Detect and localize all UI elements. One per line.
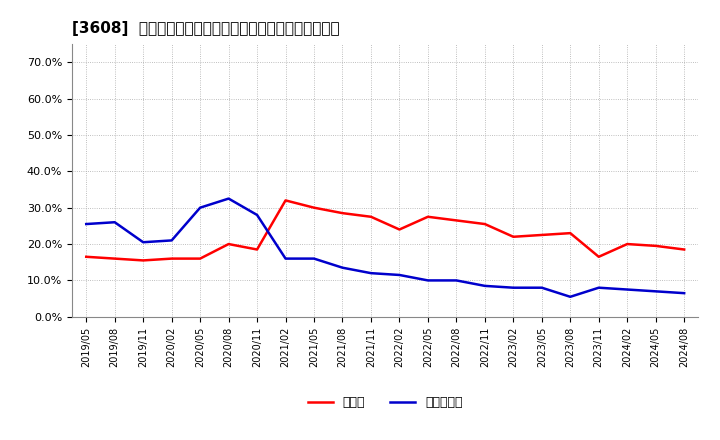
現預金 — [652, 243, 660, 249]
Line: 現預金: 現預金 — [86, 200, 684, 260]
有利子負債 — [110, 220, 119, 225]
現預金 — [167, 256, 176, 261]
現預金 — [423, 214, 432, 220]
有利子負債 — [480, 283, 489, 289]
Line: 有利子負債: 有利子負債 — [86, 198, 684, 297]
Legend: 現預金, 有利子負債: 現預金, 有利子負債 — [302, 391, 468, 414]
有利子負債 — [680, 290, 688, 296]
現預金 — [225, 242, 233, 247]
現預金 — [480, 221, 489, 227]
現預金 — [282, 198, 290, 203]
有利子負債 — [652, 289, 660, 294]
現預金 — [338, 210, 347, 216]
有利子負債 — [196, 205, 204, 210]
Text: [3608]  現預金、有利子負債の総資産に対する比率の推移: [3608] 現預金、有利子負債の総資産に対する比率の推移 — [72, 21, 340, 36]
現預金 — [310, 205, 318, 210]
現預金 — [566, 231, 575, 236]
現預金 — [537, 232, 546, 238]
有利子負債 — [509, 285, 518, 290]
現預金 — [110, 256, 119, 261]
有利子負債 — [423, 278, 432, 283]
有利子負債 — [452, 278, 461, 283]
現預金 — [680, 247, 688, 252]
有利子負債 — [282, 256, 290, 261]
有利子負債 — [395, 272, 404, 278]
有利子負債 — [139, 240, 148, 245]
有利子負債 — [623, 287, 631, 292]
有利子負債 — [595, 285, 603, 290]
現預金 — [253, 247, 261, 252]
現預金 — [623, 242, 631, 247]
現預金 — [82, 254, 91, 260]
有利子負債 — [366, 271, 375, 276]
現預金 — [139, 258, 148, 263]
現預金 — [196, 256, 204, 261]
現預金 — [452, 218, 461, 223]
現預金 — [366, 214, 375, 220]
現預金 — [395, 227, 404, 232]
有利子負債 — [82, 221, 91, 227]
現預金 — [595, 254, 603, 260]
現預金 — [509, 234, 518, 239]
有利子負債 — [225, 196, 233, 201]
有利子負債 — [253, 213, 261, 218]
有利子負債 — [566, 294, 575, 300]
有利子負債 — [167, 238, 176, 243]
有利子負債 — [310, 256, 318, 261]
有利子負債 — [338, 265, 347, 270]
有利子負債 — [537, 285, 546, 290]
